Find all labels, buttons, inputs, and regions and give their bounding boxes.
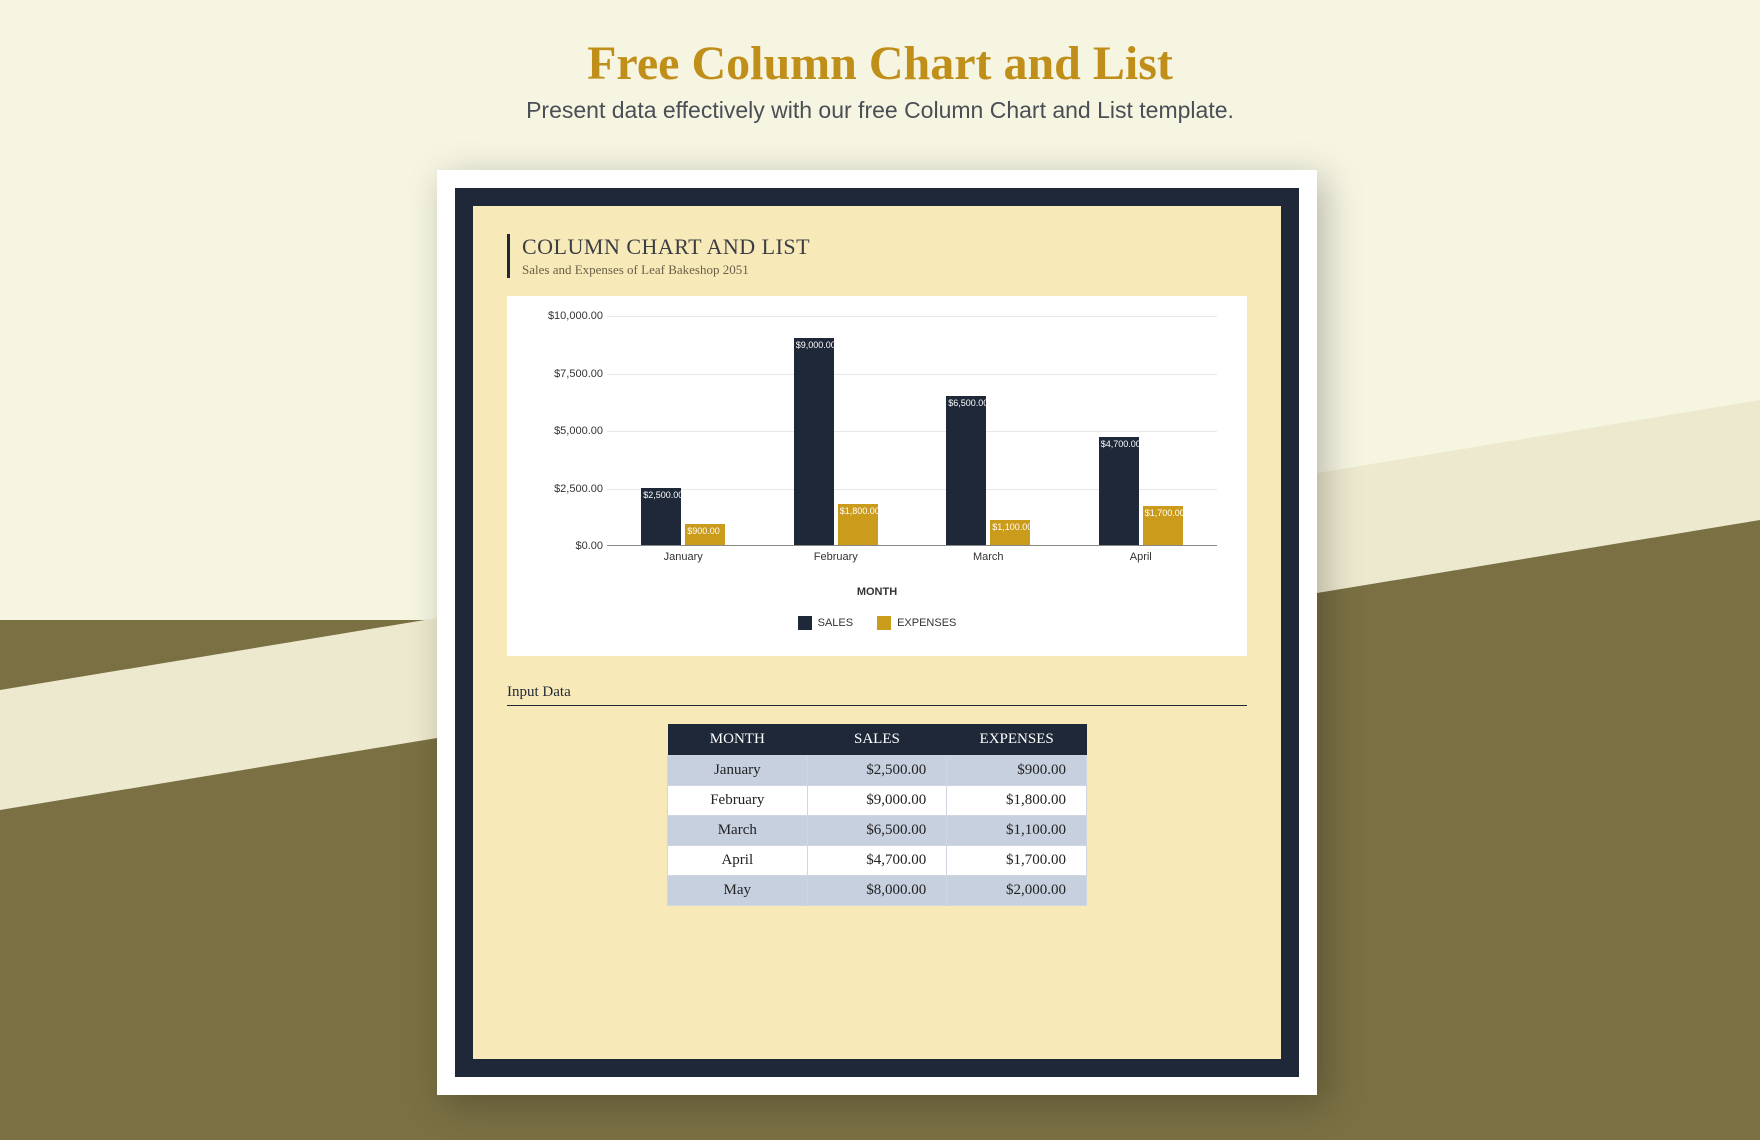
chart-gridline [607,316,1217,317]
chart-xaxis-label: MONTH [507,586,1247,598]
table-cell: $2,500.00 [807,756,947,786]
chart-ytick: $7,500.00 [535,368,603,380]
column-chart: $2,500.00 $900.00 $9,000.00 $1,800.00 $6,500… [507,296,1247,656]
legend-label: EXPENSES [897,617,956,629]
chart-bar-label: $1,100.00 [992,522,1032,532]
table-cell: April [668,846,808,876]
chart-bar: $2,500.00 [641,488,681,546]
table-row: May$8,000.00$2,000.00 [668,876,1087,906]
chart-bar-label: $9,000.00 [796,340,836,350]
table-row: March$6,500.00$1,100.00 [668,816,1087,846]
chart-gridline [607,374,1217,375]
chart-bar: $1,700.00 [1143,506,1183,545]
chart-ytick: $2,500.00 [535,483,603,495]
table-row: April$4,700.00$1,700.00 [668,846,1087,876]
input-data-title: Input Data [507,684,1247,706]
legend-swatch [877,616,891,630]
chart-bar-label: $2,500.00 [643,490,683,500]
table-row: January$2,500.00$900.00 [668,756,1087,786]
chart-bar: $4,700.00 [1099,437,1139,545]
table-cell: $900.00 [947,756,1087,786]
document-frame: COLUMN CHART AND LIST Sales and Expenses… [455,188,1299,1077]
page-title: Free Column Chart and List [0,36,1760,91]
table-header-cell: EXPENSES [947,724,1087,756]
legend-label: SALES [818,617,853,629]
page-header: Free Column Chart and List Present data … [0,36,1760,124]
table-cell: March [668,816,808,846]
chart-bar: $1,800.00 [838,504,878,545]
document-inner: COLUMN CHART AND LIST Sales and Expenses… [473,206,1281,1059]
table-cell: $6,500.00 [807,816,947,846]
table-cell: $8,000.00 [807,876,947,906]
input-data-section: Input Data MONTHSALESEXPENSESJanuary$2,5… [507,684,1247,906]
table-cell: $9,000.00 [807,786,947,816]
chart-bar-label: $1,700.00 [1145,508,1185,518]
document-heading: COLUMN CHART AND LIST [522,234,1247,260]
table-cell: May [668,876,808,906]
chart-xtick: March [928,551,1048,563]
chart-plot-area: $2,500.00 $900.00 $9,000.00 $1,800.00 $6,500… [607,316,1217,546]
document-subheading: Sales and Expenses of Leaf Bakeshop 2051 [522,262,1247,278]
chart-bar: $1,100.00 [990,520,1030,545]
chart-bar-label: $4,700.00 [1101,439,1141,449]
legend-item: SALES [798,616,853,630]
document-heading-block: COLUMN CHART AND LIST Sales and Expenses… [507,234,1247,278]
input-data-table: MONTHSALESEXPENSESJanuary$2,500.00$900.0… [667,724,1087,906]
table-row: February$9,000.00$1,800.00 [668,786,1087,816]
document-card: COLUMN CHART AND LIST Sales and Expenses… [437,170,1317,1095]
chart-xtick: April [1081,551,1201,563]
page-subtitle: Present data effectively with our free C… [0,97,1760,124]
table-header-cell: SALES [807,724,947,756]
chart-bar: $900.00 [685,524,725,545]
chart-bar: $9,000.00 [794,338,834,545]
table-cell: February [668,786,808,816]
legend-item: EXPENSES [877,616,956,630]
chart-ytick: $0.00 [535,540,603,552]
chart-xtick: January [623,551,743,563]
chart-ytick: $5,000.00 [535,425,603,437]
chart-bar-label: $900.00 [687,526,720,536]
table-cell: $1,800.00 [947,786,1087,816]
table-cell: $1,700.00 [947,846,1087,876]
chart-xtick: February [776,551,896,563]
table-cell: $1,100.00 [947,816,1087,846]
table-cell: January [668,756,808,786]
legend-swatch [798,616,812,630]
chart-gridline [607,431,1217,432]
table-cell: $4,700.00 [807,846,947,876]
chart-bar: $6,500.00 [946,396,986,546]
chart-bar-label: $1,800.00 [840,506,880,516]
chart-ytick: $10,000.00 [535,310,603,322]
chart-legend: SALES EXPENSES [507,616,1247,633]
chart-bar-label: $6,500.00 [948,398,988,408]
table-cell: $2,000.00 [947,876,1087,906]
table-header-cell: MONTH [668,724,808,756]
